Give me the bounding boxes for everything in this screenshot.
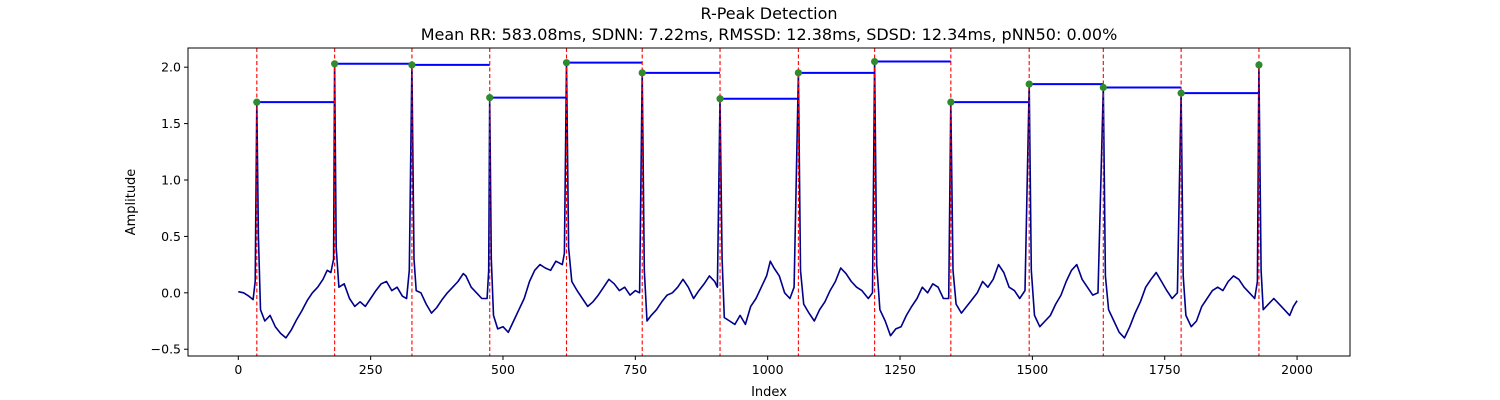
peak-marker-7 (716, 95, 724, 103)
y-tick-label: 1.0 (161, 173, 181, 188)
x-axis-label: Index (751, 385, 787, 400)
chart-subtitle: Mean RR: 583.08ms, SDNN: 7.22ms, RMSSD: … (421, 25, 1118, 44)
x-tick-label: 250 (359, 362, 383, 377)
chart-title: R-Peak Detection (700, 4, 837, 23)
x-tick-label: 500 (491, 362, 515, 377)
x-tick-label: 1500 (1016, 362, 1048, 377)
x-tick-label: 1750 (1149, 362, 1181, 377)
peak-marker-9 (871, 57, 879, 66)
peak-marker-12 (1099, 83, 1107, 92)
peak-marker-13 (1177, 89, 1185, 97)
peak-marker-1 (253, 98, 261, 106)
peak-marker-4 (486, 94, 494, 102)
peak-marker-6 (638, 69, 646, 77)
y-tick-label: 1.5 (161, 116, 181, 131)
x-axis-ticks: 0 250 500 750 1000 1250 1500 1750 2000 (234, 356, 1313, 377)
x-tick-label: 750 (623, 362, 647, 377)
y-axis-label: Amplitude (124, 169, 139, 236)
peak-marker-5 (562, 59, 571, 67)
peak-marker-14 (1255, 61, 1263, 69)
y-tick-label: 2.0 (161, 60, 181, 75)
peak-marker-8 (794, 69, 802, 77)
x-tick-label: 1000 (752, 362, 784, 377)
peak-marker-10 (947, 98, 955, 106)
peak-marker-3 (408, 61, 416, 69)
y-tick-label: −0.5 (151, 342, 181, 357)
peak-marker-11 (1025, 80, 1033, 88)
plot-area (238, 48, 1298, 356)
y-axis-ticks: −0.5 0.0 0.5 1.0 1.5 2.0 (151, 60, 188, 357)
plot-frame (187, 47, 1351, 357)
y-tick-label: 0.0 (161, 285, 181, 300)
x-tick-label: 0 (234, 362, 242, 377)
peak-marker-2 (331, 60, 339, 68)
x-tick-label: 2000 (1281, 362, 1313, 377)
y-tick-label: 0.5 (161, 229, 181, 244)
x-tick-label: 1250 (884, 362, 916, 377)
ecg-signal-line (238, 60, 1298, 339)
